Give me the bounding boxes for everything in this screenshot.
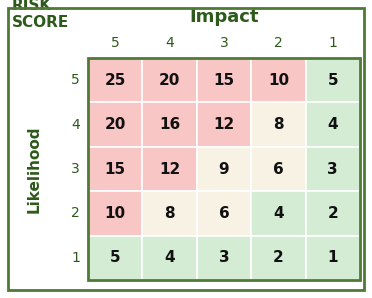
Bar	[306, 236, 360, 280]
Text: 2: 2	[273, 250, 284, 265]
Bar	[142, 103, 197, 147]
Bar	[197, 236, 251, 280]
Bar	[88, 191, 142, 236]
Text: 1: 1	[328, 36, 337, 50]
Bar	[197, 103, 251, 147]
Bar	[142, 236, 197, 280]
Bar	[251, 103, 306, 147]
Text: Likelihood: Likelihood	[27, 125, 42, 213]
Text: 2: 2	[327, 206, 338, 221]
Bar	[197, 191, 251, 236]
Text: 8: 8	[164, 206, 175, 221]
Text: 3: 3	[71, 162, 80, 176]
Text: 20: 20	[159, 73, 180, 88]
Text: 10: 10	[105, 206, 126, 221]
Bar	[142, 58, 197, 103]
Bar	[88, 103, 142, 147]
Bar	[251, 58, 306, 103]
Bar	[306, 191, 360, 236]
Text: 9: 9	[219, 162, 229, 176]
Text: 4: 4	[71, 118, 80, 132]
Bar	[251, 147, 306, 191]
Text: 20: 20	[105, 117, 126, 132]
Text: 4: 4	[327, 117, 338, 132]
Text: 12: 12	[214, 117, 235, 132]
Text: 15: 15	[214, 73, 235, 88]
Text: 3: 3	[219, 36, 228, 50]
Text: Impact: Impact	[189, 8, 259, 26]
Text: 12: 12	[159, 162, 180, 176]
Text: 5: 5	[71, 73, 80, 87]
Bar	[251, 191, 306, 236]
Text: 4: 4	[165, 36, 174, 50]
Text: 4: 4	[273, 206, 284, 221]
Text: 5: 5	[327, 73, 338, 88]
Text: 3: 3	[219, 250, 229, 265]
Text: 25: 25	[105, 73, 126, 88]
Bar	[306, 147, 360, 191]
Text: 5: 5	[110, 250, 121, 265]
Text: 8: 8	[273, 117, 284, 132]
Bar	[197, 147, 251, 191]
Text: 5: 5	[111, 36, 119, 50]
Bar	[88, 147, 142, 191]
Text: 16: 16	[159, 117, 180, 132]
Bar	[88, 58, 142, 103]
Text: 15: 15	[105, 162, 126, 176]
Bar	[142, 147, 197, 191]
Bar	[306, 58, 360, 103]
Text: 6: 6	[273, 162, 284, 176]
Text: 1: 1	[71, 251, 80, 265]
Bar	[142, 191, 197, 236]
Bar	[306, 103, 360, 147]
Text: 2: 2	[274, 36, 283, 50]
Bar	[88, 58, 360, 280]
Text: 1: 1	[328, 250, 338, 265]
Text: 10: 10	[268, 73, 289, 88]
Bar	[251, 236, 306, 280]
Text: RISK
SCORE: RISK SCORE	[12, 0, 69, 30]
Text: 6: 6	[219, 206, 230, 221]
Bar	[197, 58, 251, 103]
Text: 4: 4	[164, 250, 175, 265]
Bar	[88, 236, 142, 280]
Text: 2: 2	[71, 207, 80, 221]
Text: 3: 3	[327, 162, 338, 176]
